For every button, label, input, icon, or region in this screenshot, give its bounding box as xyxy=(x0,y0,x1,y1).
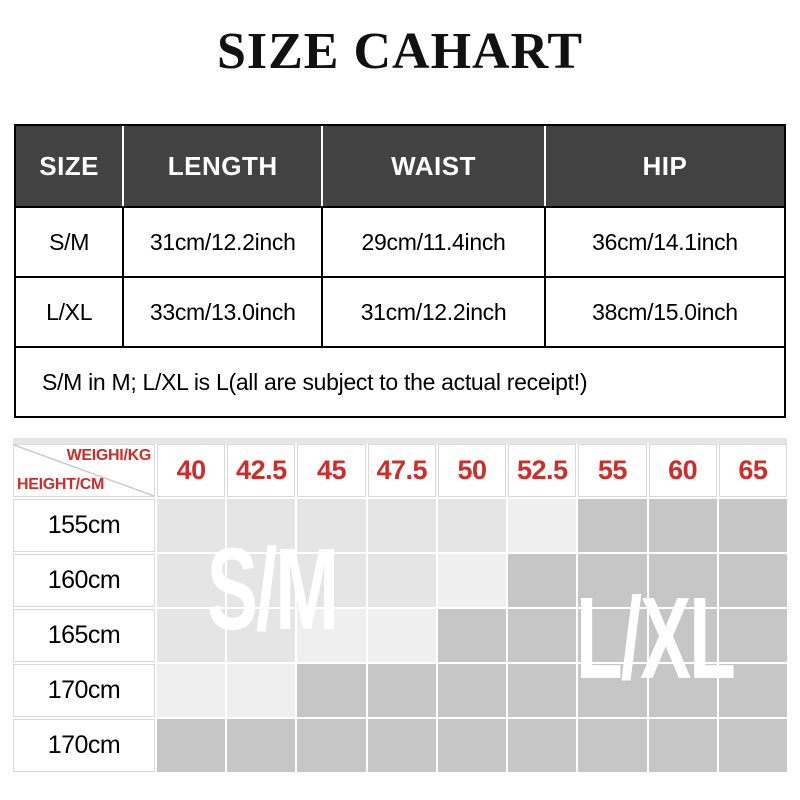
column-header-size: SIZE xyxy=(16,126,125,206)
weight-axis-label: WEIGHI/KG xyxy=(66,447,152,464)
matrix-cell xyxy=(437,554,507,607)
height-weight-matrix: WEIGHI/KG HEIGHT/CM 40 42.5 45 47.5 50 5… xyxy=(13,438,787,772)
matrix-cell xyxy=(157,499,226,552)
hip-cell: 38cm/15.0inch xyxy=(545,276,784,346)
matrix-cell xyxy=(297,499,366,552)
matrix-grid: WEIGHI/KG HEIGHT/CM 40 42.5 45 47.5 50 5… xyxy=(13,438,787,772)
column-header-waist: WAIST xyxy=(323,126,546,206)
length-cell: 31cm/12.2inch xyxy=(124,206,324,276)
matrix-cell xyxy=(718,719,787,772)
weight-header: 45 xyxy=(297,444,366,497)
height-header: 155cm xyxy=(13,499,155,552)
page-title: SIZE CAHART xyxy=(216,23,584,80)
matrix-cell xyxy=(437,609,507,662)
matrix-cell xyxy=(367,499,436,552)
matrix-cell xyxy=(297,609,366,662)
matrix-cell xyxy=(157,554,226,607)
matrix-cell xyxy=(367,664,436,717)
matrix-cell xyxy=(297,554,366,607)
matrix-cell xyxy=(367,609,436,662)
matrix-cell xyxy=(367,554,436,607)
height-header: 160cm xyxy=(13,554,155,607)
matrix-cell xyxy=(227,719,296,772)
height-header: 165cm xyxy=(13,609,155,662)
table-header-row: SIZE LENGTH WAIST HIP xyxy=(16,126,784,206)
weight-header: 47.5 xyxy=(367,444,436,497)
matrix-cell xyxy=(578,664,647,717)
table-row-lxl: L/XL 33cm/13.0inch 31cm/12.2inch 38cm/15… xyxy=(16,276,784,346)
matrix-cell xyxy=(157,664,226,717)
waist-cell: 31cm/12.2inch xyxy=(323,276,546,346)
column-header-hip: HIP xyxy=(545,126,784,206)
weight-header: 55 xyxy=(578,444,647,497)
matrix-cell xyxy=(508,664,577,717)
size-note: S/M in M; L/XL is L(all are subject to t… xyxy=(16,346,784,416)
matrix-cell xyxy=(718,664,787,717)
table-row-sm: S/M 31cm/12.2inch 29cm/11.4inch 36cm/14.… xyxy=(16,206,784,276)
matrix-corner: WEIGHI/KG HEIGHT/CM xyxy=(13,444,155,497)
matrix-cell xyxy=(508,499,577,552)
matrix-cell xyxy=(437,719,507,772)
matrix-cell xyxy=(157,719,226,772)
matrix-cell xyxy=(648,719,717,772)
matrix-cell xyxy=(157,609,226,662)
height-header: 170cm xyxy=(13,719,155,772)
weight-header: 50 xyxy=(437,444,507,497)
height-header: 170cm xyxy=(13,664,155,717)
matrix-cell xyxy=(578,554,647,607)
column-header-length: LENGTH xyxy=(124,126,324,206)
hip-cell: 36cm/14.1inch xyxy=(545,206,784,276)
matrix-cell xyxy=(718,554,787,607)
weight-header: 65 xyxy=(718,444,787,497)
weight-header: 52.5 xyxy=(508,444,577,497)
matrix-cell xyxy=(648,499,717,552)
waist-cell: 29cm/11.4inch xyxy=(323,206,546,276)
matrix-cell xyxy=(718,609,787,662)
matrix-cell xyxy=(718,499,787,552)
matrix-cell xyxy=(648,554,717,607)
matrix-cell xyxy=(648,609,717,662)
size-chart-table: SIZE LENGTH WAIST HIP S/M 31cm/12.2inch … xyxy=(14,124,786,418)
matrix-cell xyxy=(437,664,507,717)
matrix-cell xyxy=(297,719,366,772)
weight-header: 42.5 xyxy=(227,444,296,497)
size-cell: S/M xyxy=(16,206,125,276)
matrix-cell xyxy=(578,499,647,552)
matrix-cell xyxy=(227,609,296,662)
matrix-cell xyxy=(578,719,647,772)
matrix-cell xyxy=(227,664,296,717)
matrix-cell xyxy=(508,554,577,607)
diagonal-line xyxy=(14,445,154,496)
matrix-cell xyxy=(367,719,436,772)
matrix-cell xyxy=(227,499,296,552)
matrix-cell xyxy=(578,609,647,662)
weight-header: 60 xyxy=(648,444,717,497)
matrix-cell xyxy=(648,664,717,717)
size-cell: L/XL xyxy=(16,276,125,346)
length-cell: 33cm/13.0inch xyxy=(124,276,324,346)
matrix-cell xyxy=(227,554,296,607)
matrix-cell xyxy=(508,719,577,772)
height-axis-label: HEIGHT/CM xyxy=(17,476,105,493)
matrix-cell xyxy=(437,499,507,552)
weight-header: 40 xyxy=(157,444,226,497)
matrix-cell xyxy=(508,609,577,662)
matrix-cell xyxy=(297,664,366,717)
